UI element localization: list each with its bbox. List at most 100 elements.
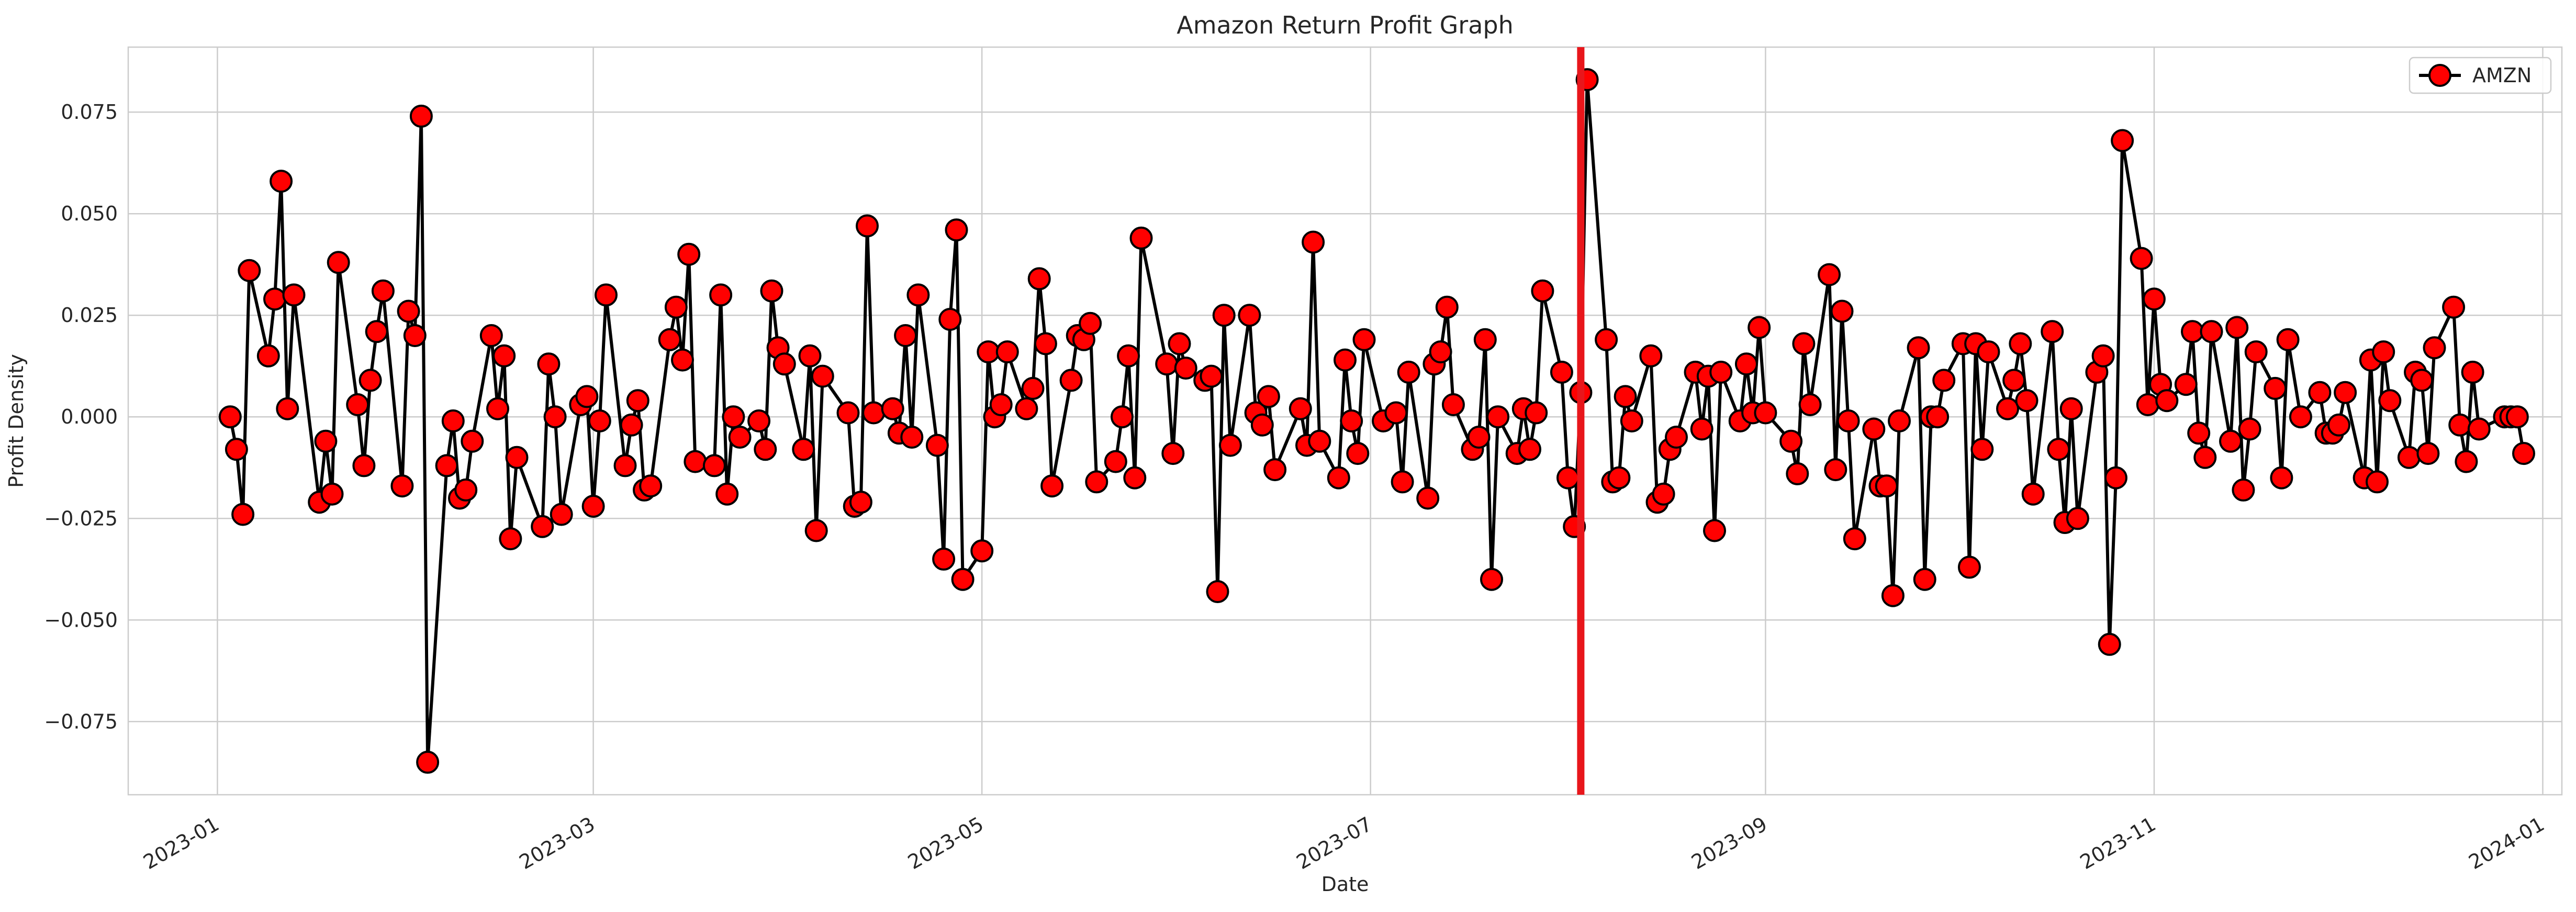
data-point	[320, 482, 344, 506]
data-point	[327, 251, 350, 274]
data-point	[1734, 352, 1758, 376]
data-point	[715, 482, 739, 506]
data-point	[543, 405, 567, 429]
data-point	[492, 344, 516, 368]
data-point	[925, 433, 949, 457]
data-point	[1435, 295, 1459, 319]
data-point	[1334, 348, 1357, 372]
data-point	[792, 438, 815, 461]
data-point	[1034, 332, 1057, 355]
data-point	[1161, 442, 1185, 465]
data-point	[728, 426, 752, 449]
data-point	[1754, 401, 1777, 425]
data-point	[2467, 417, 2491, 441]
data-point	[1824, 458, 1847, 482]
data-point	[1021, 376, 1045, 400]
data-point	[1397, 360, 1420, 384]
data-point	[1155, 352, 1179, 376]
data-point	[1703, 519, 1726, 542]
data-point	[1429, 340, 1452, 364]
y-tick-label: 0.000	[61, 405, 118, 428]
data-point	[2244, 340, 2268, 364]
data-point	[2397, 446, 2421, 469]
data-point	[970, 539, 994, 563]
data-point	[2270, 466, 2293, 490]
data-point	[352, 454, 376, 477]
data-point	[1200, 364, 1223, 388]
data-point	[218, 405, 242, 429]
data-point	[639, 474, 663, 498]
data-point	[2232, 478, 2255, 502]
data-point	[1340, 409, 1363, 432]
data-point	[2059, 397, 2083, 420]
data-point	[1652, 482, 1675, 506]
data-point	[2066, 507, 2089, 530]
data-point	[1786, 462, 1809, 485]
data-point	[1531, 279, 1554, 303]
data-point	[1027, 267, 1051, 291]
data-point	[2416, 442, 2440, 465]
data-point	[932, 547, 956, 571]
data-point	[479, 324, 503, 347]
data-point	[2142, 287, 2166, 311]
data-point	[1907, 336, 1930, 360]
data-point	[1040, 474, 1064, 498]
data-point	[760, 279, 783, 303]
data-point	[1595, 328, 1618, 351]
data-point	[2366, 470, 2389, 494]
y-axis: −0.075 −0.050 −0.025 0.000 0.025 0.050 0.075	[44, 101, 118, 733]
data-point	[798, 344, 822, 368]
data-point	[849, 491, 872, 514]
data-point	[1926, 405, 1950, 429]
data-point	[263, 287, 286, 311]
data-point	[2442, 295, 2466, 319]
data-point	[1620, 409, 1643, 432]
data-point	[1875, 474, 1898, 498]
y-axis-title: Profit Density	[5, 354, 28, 488]
legend-marker-swatch	[2428, 64, 2451, 87]
data-point	[1263, 458, 1287, 482]
data-point	[2505, 405, 2529, 429]
data-point	[1327, 466, 1350, 490]
data-point	[1168, 332, 1191, 355]
data-point	[684, 450, 707, 473]
data-point	[1748, 316, 1771, 339]
data-point	[1836, 409, 1860, 432]
data-point	[270, 170, 293, 193]
data-point	[359, 369, 382, 392]
data-point	[772, 352, 796, 376]
data-point	[2289, 405, 2312, 429]
data-point	[575, 385, 599, 408]
data-point	[441, 409, 465, 432]
data-point	[2308, 381, 2332, 404]
data-point	[1486, 405, 1510, 429]
data-point	[454, 478, 478, 502]
data-point	[2098, 632, 2121, 656]
data-point	[836, 401, 860, 425]
legend: AMZN	[2409, 57, 2552, 94]
data-point	[709, 283, 733, 307]
data-point	[664, 295, 688, 319]
data-point	[1970, 438, 1994, 461]
data-point	[1881, 584, 1905, 607]
data-point	[1123, 466, 1147, 490]
data-point	[977, 340, 1000, 364]
data-point	[2512, 442, 2535, 465]
data-point	[2091, 344, 2115, 368]
data-point	[2378, 389, 2402, 413]
data-point	[722, 405, 745, 429]
data-point	[1709, 360, 1733, 384]
data-point	[1798, 393, 1822, 416]
data-point	[231, 503, 255, 526]
data-point	[1913, 568, 1936, 591]
data-point	[862, 401, 886, 425]
data-point	[2238, 417, 2261, 441]
data-point	[390, 474, 414, 498]
data-point	[1480, 568, 1503, 591]
data-point	[2002, 369, 2026, 392]
data-point	[1111, 405, 1134, 429]
data-point	[1818, 263, 1841, 286]
data-point	[595, 283, 618, 307]
data-point	[1525, 401, 1548, 425]
data-point	[225, 438, 248, 461]
